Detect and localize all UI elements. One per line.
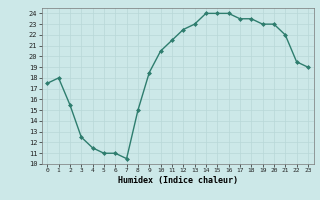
X-axis label: Humidex (Indice chaleur): Humidex (Indice chaleur) bbox=[118, 176, 237, 185]
